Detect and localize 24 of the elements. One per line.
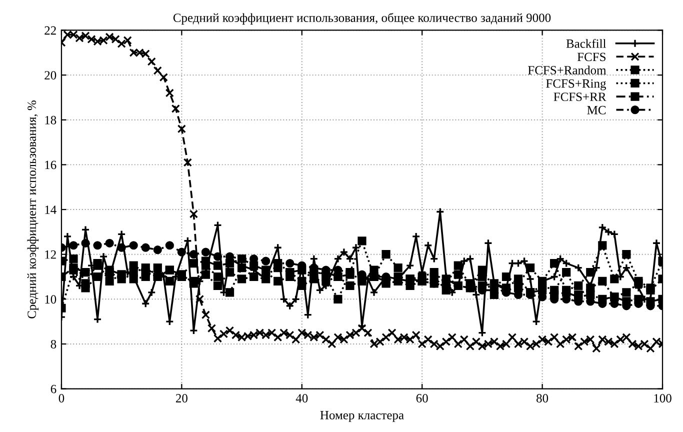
y-axis-title: Средний коэффициент использования, % xyxy=(27,100,39,318)
y-tick-label: 10 xyxy=(45,295,56,304)
x-tick-label: 100 xyxy=(654,394,672,402)
legend-label: FCFS+RR xyxy=(554,92,606,102)
chart-title: Средний коэффициент использования, общее количество заданий 9000 xyxy=(173,12,551,25)
legend-label: FCFS xyxy=(577,52,606,62)
y-tick-label: 6 xyxy=(50,384,56,394)
x-axis-title: Номер кластера xyxy=(320,411,404,422)
x-tick-label: 40 xyxy=(296,394,308,402)
legend-label: FCFS+Ring xyxy=(546,79,606,90)
y-tick-label: 18 xyxy=(45,116,56,124)
y-tick-label: 16 xyxy=(45,160,56,170)
y-tick-label: 8 xyxy=(50,340,56,348)
legend-label: FCFS+Random xyxy=(528,66,606,74)
legend-label: Backfill xyxy=(566,38,606,48)
y-tick-label: 20 xyxy=(44,71,56,80)
x-tick-label: 80 xyxy=(536,394,548,402)
legend-label: MC xyxy=(587,106,606,114)
y-tick-label: 12 xyxy=(45,250,56,259)
y-tick-label: 14 xyxy=(45,206,56,214)
x-tick-label: 60 xyxy=(416,394,428,402)
y-tick-label: 22 xyxy=(44,26,56,35)
x-tick-label: 20 xyxy=(176,394,188,402)
x-tick-label: 0 xyxy=(58,394,64,402)
